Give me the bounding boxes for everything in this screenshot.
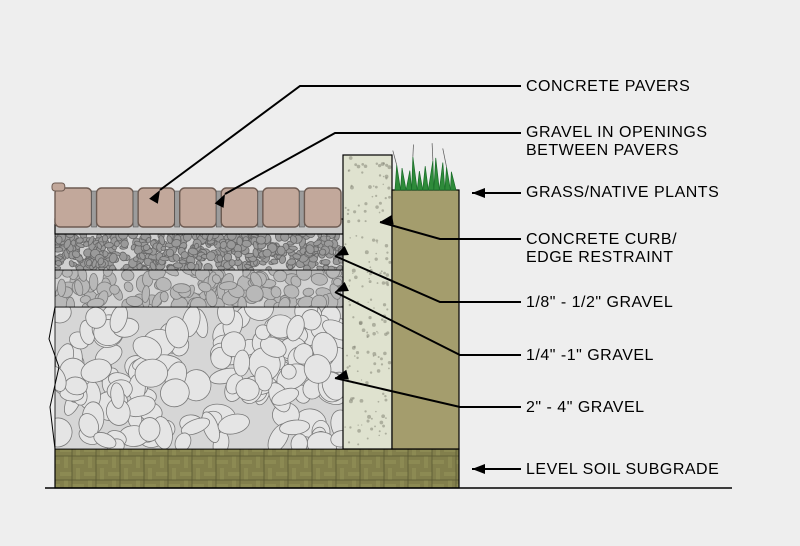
label-gravel-openings: GRAVEL IN OPENINGS BETWEEN PAVERS <box>526 124 707 161</box>
label-curb: CONCRETE CURB/ EDGE RESTRAINT <box>526 231 677 268</box>
label-fine-gravel: 1/8" - 1/2" GRAVEL <box>526 294 673 312</box>
label-concrete-pavers: CONCRETE PAVERS <box>526 78 690 96</box>
label-soil: LEVEL SOIL SUBGRADE <box>526 461 719 479</box>
label-large-gravel: 2" - 4" GRAVEL <box>526 399 645 417</box>
label-med-gravel: 1/4" -1" GRAVEL <box>526 347 654 365</box>
label-grass: GRASS/NATIVE PLANTS <box>526 184 719 202</box>
